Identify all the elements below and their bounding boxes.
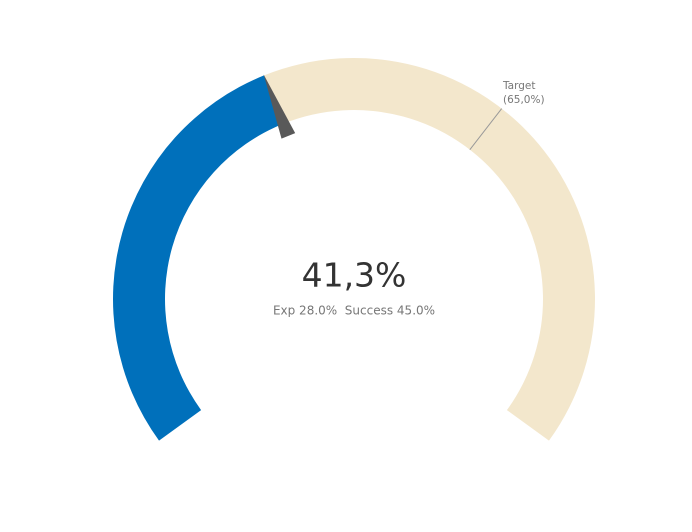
gauge-value: 41,3% xyxy=(302,256,407,295)
target-line xyxy=(469,108,503,150)
target-name: Target xyxy=(502,80,535,92)
gauge-track xyxy=(264,58,595,441)
gauge-bar xyxy=(113,75,284,441)
gauge-subtitle: Exp 28.0% Success 45.0% xyxy=(273,304,435,318)
gauge-needle xyxy=(263,74,296,139)
target-label: (65,0%) xyxy=(503,94,545,106)
